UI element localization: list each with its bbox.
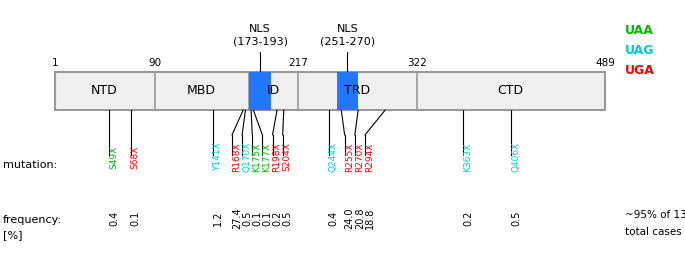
Text: UAA: UAA <box>625 24 654 37</box>
Text: K175X: K175X <box>252 142 261 172</box>
Text: R294X: R294X <box>365 142 374 172</box>
Text: UGA: UGA <box>625 64 655 76</box>
Text: 0.1: 0.1 <box>131 210 140 226</box>
Text: 0.5: 0.5 <box>512 210 521 226</box>
Text: NLS: NLS <box>249 24 271 34</box>
Text: 20.8: 20.8 <box>355 207 365 229</box>
Text: mutation:: mutation: <box>3 160 58 170</box>
Text: 1.2: 1.2 <box>213 210 223 226</box>
Text: NTD: NTD <box>91 85 118 98</box>
Text: ~95% of 1328: ~95% of 1328 <box>625 210 685 220</box>
Text: 0.5: 0.5 <box>283 210 292 226</box>
Text: Q406X: Q406X <box>512 142 521 172</box>
Text: Q244X: Q244X <box>329 142 338 172</box>
Text: S68X: S68X <box>131 145 140 169</box>
Text: frequency:: frequency: <box>3 215 62 225</box>
Text: 322: 322 <box>407 58 427 68</box>
Text: 0.1: 0.1 <box>262 210 273 226</box>
Text: 489: 489 <box>595 58 615 68</box>
Text: 0.4: 0.4 <box>329 210 339 226</box>
Text: 18.8: 18.8 <box>365 207 375 229</box>
Text: R198X: R198X <box>273 142 282 172</box>
Text: UAG: UAG <box>625 43 654 56</box>
Text: S204X: S204X <box>283 142 292 171</box>
Text: K363X: K363X <box>463 142 472 172</box>
Text: 0.5: 0.5 <box>242 210 252 226</box>
Text: S49X: S49X <box>109 145 118 169</box>
Bar <box>337 72 358 110</box>
Text: R270X: R270X <box>355 142 364 172</box>
Text: 0.4: 0.4 <box>109 210 119 226</box>
Text: total cases: total cases <box>625 227 682 237</box>
Text: Y141X: Y141X <box>213 143 222 171</box>
Text: TRD: TRD <box>344 85 370 98</box>
Text: 24.0: 24.0 <box>345 207 355 229</box>
Bar <box>55 72 605 110</box>
Text: 0.2: 0.2 <box>273 210 282 226</box>
Text: MBD: MBD <box>187 85 216 98</box>
Text: 90: 90 <box>149 58 162 68</box>
Text: CTD: CTD <box>497 85 523 98</box>
Text: K177X: K177X <box>262 142 271 172</box>
Text: 0.2: 0.2 <box>463 210 473 226</box>
Text: 1: 1 <box>51 58 58 68</box>
Text: NLS: NLS <box>336 24 358 34</box>
Text: R168X: R168X <box>232 142 241 172</box>
Text: Q170X: Q170X <box>242 142 251 172</box>
Text: ID: ID <box>267 85 280 98</box>
Text: [%]: [%] <box>3 230 23 240</box>
Text: 0.1: 0.1 <box>252 210 262 226</box>
Text: 27.4: 27.4 <box>232 207 242 229</box>
Text: 217: 217 <box>288 58 308 68</box>
Text: R255X: R255X <box>345 142 353 172</box>
Text: (173-193): (173-193) <box>233 36 288 46</box>
Text: (251-270): (251-270) <box>320 36 375 46</box>
Bar <box>249 72 271 110</box>
